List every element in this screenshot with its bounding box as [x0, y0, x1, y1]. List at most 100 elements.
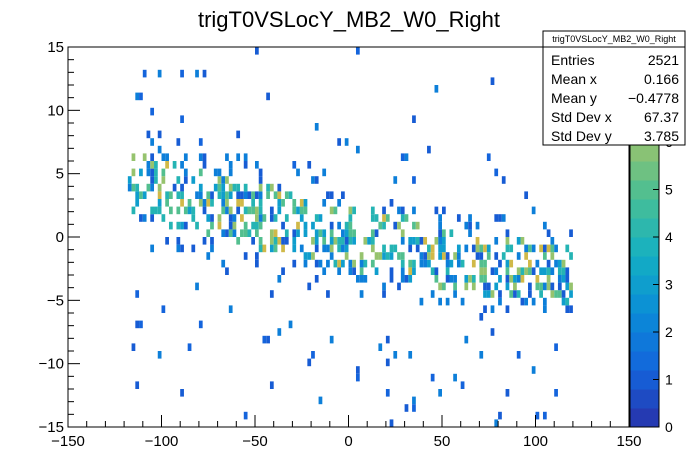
- color-scale-segment: [630, 218, 659, 238]
- heatmap-cell: [135, 92, 140, 101]
- heatmap-cell: [255, 191, 259, 199]
- heatmap-cell: [408, 351, 413, 359]
- heatmap-cell: [210, 221, 214, 230]
- heatmap-cell: [296, 229, 300, 237]
- heatmap-cell: [542, 305, 547, 313]
- heatmap-cell: [154, 161, 158, 169]
- heatmap-cell: [475, 252, 480, 260]
- heatmap-cell: [258, 244, 263, 253]
- heatmap-cell: [344, 252, 349, 260]
- heatmap-cell: [322, 237, 327, 245]
- heatmap-cell: [157, 69, 162, 78]
- heatmap-cell: [198, 320, 203, 329]
- heatmap-cell: [486, 290, 491, 298]
- heatmap-cell: [412, 221, 416, 230]
- heatmap-cell: [176, 206, 181, 215]
- heatmap-cell: [344, 138, 349, 146]
- heatmap-cell: [400, 214, 405, 222]
- stats-value: 3.785: [644, 128, 679, 144]
- heatmap-cell: [258, 206, 263, 215]
- color-scale-segment: [630, 408, 659, 428]
- heatmap-cell: [150, 168, 155, 177]
- heatmap-cell: [187, 199, 192, 207]
- color-scale-segment: [630, 180, 659, 200]
- heatmap-cell: [251, 191, 255, 199]
- heatmap-cell: [243, 221, 248, 230]
- heatmap-cell: [565, 305, 570, 313]
- heatmap-cell: [337, 259, 342, 268]
- heatmap-cell: [292, 206, 297, 215]
- y-axis: −15 −10 −5 0 5 10 15: [39, 39, 80, 436]
- heatmap-cell: [142, 153, 147, 161]
- heatmap-cell: [561, 259, 566, 268]
- heatmap-cell: [318, 229, 323, 237]
- heatmap-cell: [363, 259, 368, 268]
- x-tick-label: −100: [145, 433, 179, 450]
- color-scale-segment: [630, 351, 659, 371]
- heatmap-cell: [412, 206, 416, 215]
- heatmap-cell: [176, 237, 181, 245]
- heatmap-cell: [494, 282, 499, 291]
- heatmap-cell: [243, 183, 248, 192]
- heatmap-cell: [427, 244, 431, 253]
- heatmap-cell: [494, 252, 499, 260]
- color-scale-segment: [630, 256, 659, 276]
- heatmap-cell: [146, 161, 151, 169]
- heatmap-cell: [329, 335, 334, 344]
- heatmap-cell: [550, 290, 555, 298]
- heatmap-cell: [400, 229, 405, 237]
- color-scale-segment: [630, 332, 659, 352]
- heatmap-cell: [165, 191, 169, 199]
- heatmap-cell: [307, 282, 312, 291]
- heatmap-cell: [236, 130, 241, 139]
- heatmap-cell: [542, 221, 547, 230]
- heatmap-cell: [284, 191, 289, 199]
- heatmap-cell: [258, 191, 263, 199]
- heatmap-cell: [273, 214, 278, 222]
- heatmap-cell: [292, 244, 297, 253]
- heatmap-cell: [423, 259, 428, 268]
- heatmap-cell: [542, 267, 547, 275]
- heatmap-cell: [344, 237, 349, 245]
- heatmap-cell: [498, 290, 502, 298]
- heatmap-cell: [255, 214, 259, 222]
- heatmap-cell: [569, 282, 573, 291]
- heatmap-cell: [471, 244, 476, 253]
- heatmap-cell: [247, 191, 252, 199]
- heatmap-cell: [221, 176, 226, 184]
- heatmap-cell: [210, 244, 214, 253]
- heatmap-cell: [344, 244, 349, 253]
- heatmap-cell: [195, 191, 199, 199]
- heatmap-cell: [505, 244, 510, 253]
- heatmap-cell: [370, 229, 375, 237]
- heatmap-cell: [296, 168, 300, 177]
- heatmap-cell: [139, 320, 143, 329]
- heatmap-cell: [370, 206, 375, 215]
- heatmap-cell: [329, 221, 334, 230]
- heatmap-cell: [442, 252, 446, 260]
- heatmap-cell: [557, 259, 562, 268]
- heatmap-cell: [438, 244, 442, 253]
- heatmap-cell: [217, 214, 222, 222]
- heatmap-cell: [385, 335, 390, 344]
- heatmap-cell: [498, 259, 502, 268]
- heatmap-cell: [292, 259, 297, 268]
- heatmap-cell: [460, 381, 465, 389]
- heatmap-cell: [468, 221, 472, 230]
- heatmap-cell: [498, 275, 502, 283]
- heatmap-cell: [165, 237, 169, 245]
- heatmap-cell: [303, 252, 308, 260]
- heatmap-cell: [516, 290, 521, 298]
- heatmap-cell: [225, 206, 229, 215]
- x-axis: −150 −100 −50 0 50 100 150: [51, 415, 642, 450]
- x-tick-label: −150: [51, 433, 85, 450]
- heatmap-cell: [236, 199, 241, 207]
- heatmap-cell: [269, 237, 274, 245]
- heatmap-cell: [228, 206, 233, 215]
- heatmap-cell: [359, 252, 364, 260]
- heatmap-cell: [378, 343, 383, 351]
- heatmap-cell: [546, 229, 551, 237]
- heatmap-cell: [161, 153, 166, 161]
- heatmap-cell: [490, 328, 495, 336]
- heatmap-cell: [554, 389, 558, 397]
